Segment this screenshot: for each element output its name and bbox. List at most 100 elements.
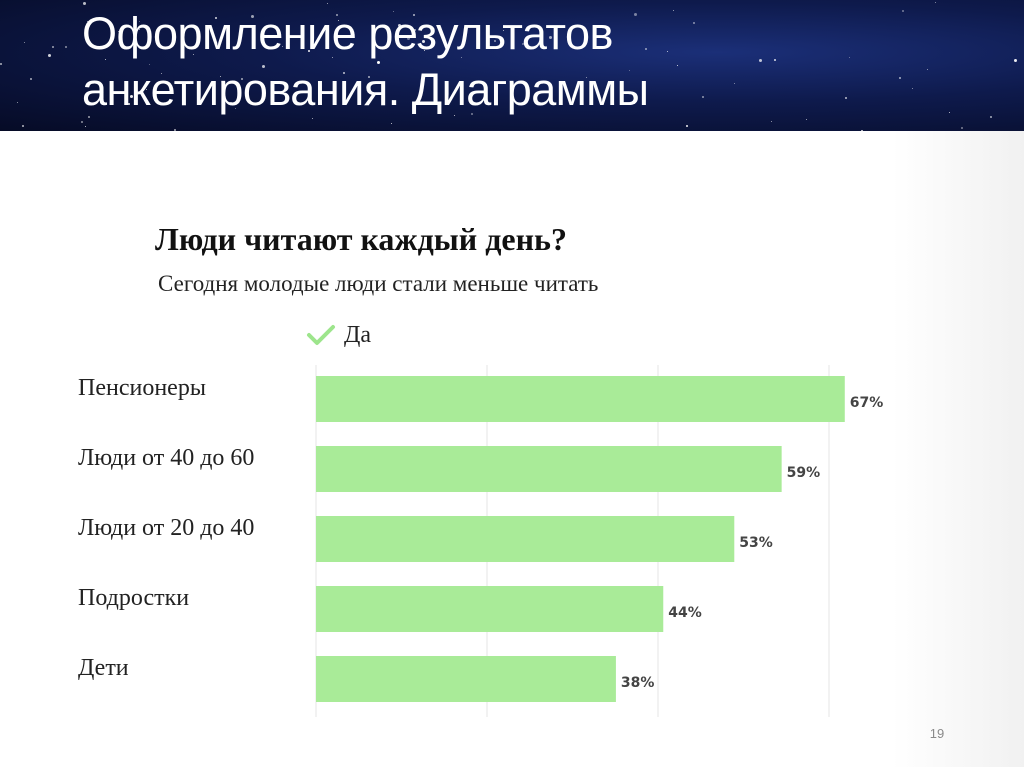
star: [85, 126, 86, 127]
star: [391, 123, 392, 124]
star: [522, 43, 524, 45]
star: [332, 57, 333, 58]
star: [393, 11, 394, 12]
star: [161, 73, 162, 74]
star: [549, 36, 552, 39]
star: [424, 50, 425, 51]
data-label: 53%: [739, 535, 773, 551]
star: [686, 125, 688, 127]
star: [235, 108, 236, 109]
star: [702, 96, 704, 98]
checkmark-icon: [307, 325, 335, 345]
star: [251, 15, 254, 18]
star: [87, 21, 88, 22]
bar: [316, 516, 735, 562]
star: [454, 115, 455, 116]
star: [845, 97, 847, 99]
star: [241, 78, 243, 80]
data-label: 44%: [668, 605, 702, 621]
data-label: 38%: [621, 675, 655, 691]
star: [338, 20, 339, 21]
star: [990, 116, 992, 118]
star: [230, 102, 232, 104]
star: [105, 59, 106, 60]
star: [215, 17, 217, 19]
bar: [316, 446, 782, 492]
star: [130, 95, 133, 98]
star: [413, 14, 415, 16]
star: [118, 31, 119, 32]
star: [48, 54, 51, 57]
data-label: 59%: [787, 465, 821, 481]
star: [949, 112, 950, 113]
star: [30, 78, 32, 80]
category-label: Дети: [78, 655, 129, 681]
star: [368, 76, 370, 78]
star: [146, 89, 147, 90]
star: [645, 48, 647, 50]
star: [407, 37, 410, 40]
star: [771, 121, 772, 122]
bar: [316, 656, 616, 702]
star: [139, 21, 140, 22]
legend-entry-label: Да: [344, 321, 372, 348]
category-label: Подростки: [78, 585, 189, 611]
star: [52, 46, 54, 48]
chart-card: Люди читают каждый день? Сегодня молодые…: [70, 205, 930, 725]
decorative-side-band: [892, 131, 1024, 767]
bar: [316, 376, 845, 422]
star: [22, 125, 24, 127]
star: [83, 2, 86, 5]
page-number: 19: [929, 726, 945, 741]
star: [135, 92, 136, 93]
star: [308, 50, 310, 52]
star: [414, 29, 416, 31]
star: [65, 46, 67, 48]
star: [174, 129, 176, 131]
star: [806, 119, 807, 120]
star: [343, 72, 345, 74]
star: [257, 102, 259, 104]
star: [88, 116, 90, 118]
category-label: Люди от 20 до 40: [78, 515, 254, 541]
star: [81, 121, 83, 123]
star: [912, 88, 913, 89]
chart-subtitle: Сегодня молодые люди стали меньше читать: [158, 271, 599, 296]
star: [629, 70, 630, 71]
star: [0, 63, 2, 65]
star: [503, 30, 504, 31]
bar-chart-plot: Пенсионеры 67% Люди от 40 до 60 59% Люди от …: [78, 365, 883, 717]
star: [673, 10, 674, 11]
chart-title: Люди читают каждый день?: [155, 221, 567, 257]
star: [220, 76, 221, 77]
star: [667, 51, 668, 52]
star: [193, 54, 194, 55]
category-label: Пенсионеры: [78, 375, 206, 401]
star: [398, 24, 401, 27]
star: [759, 59, 762, 62]
chart-legend: Да: [306, 317, 371, 353]
star: [849, 57, 850, 58]
star: [961, 127, 963, 129]
star: [24, 42, 25, 43]
star: [677, 65, 678, 66]
star: [282, 46, 283, 47]
star: [693, 22, 695, 24]
slide-title-line-1: Оформление результатов: [82, 8, 613, 59]
star: [774, 59, 776, 61]
slide-title-line-2: анкетирования. Диаграммы: [82, 64, 649, 115]
star: [734, 83, 735, 84]
star: [634, 13, 637, 16]
star: [139, 29, 140, 30]
star: [494, 40, 496, 42]
star: [17, 102, 18, 103]
star: [586, 77, 587, 78]
bar: [316, 586, 664, 632]
star: [902, 10, 904, 12]
star: [377, 61, 380, 64]
slide-header: Оформление результатов анкетирования. Ди…: [0, 0, 1024, 131]
star: [935, 2, 936, 3]
star: [327, 3, 328, 4]
star: [336, 14, 338, 16]
star: [312, 118, 313, 119]
